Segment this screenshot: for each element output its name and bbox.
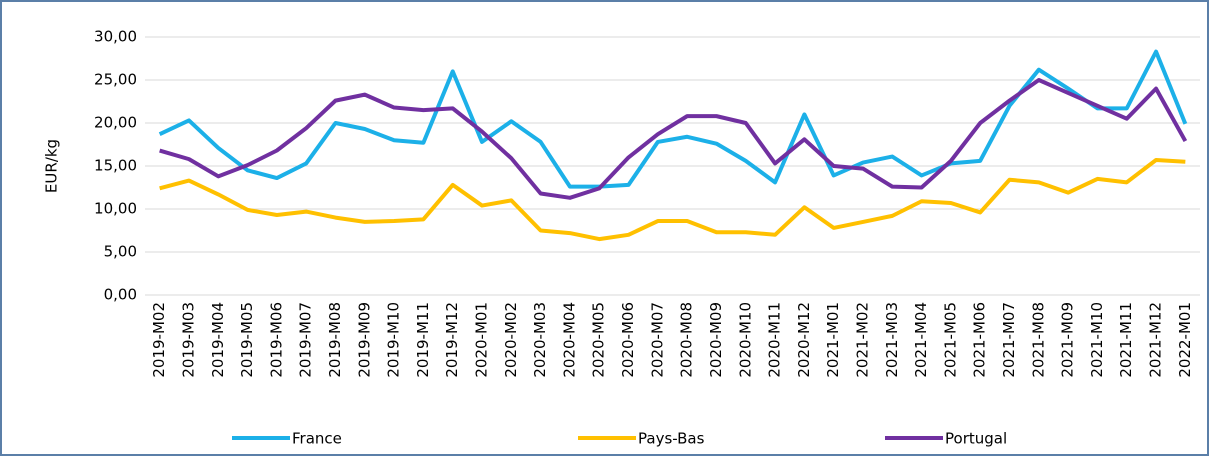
x-tick-label: 2020-M10 <box>736 302 754 378</box>
series-line <box>159 78 1188 200</box>
x-tick-label: 2019-M08 <box>326 302 344 378</box>
x-tick-label: 2021-M08 <box>1029 302 1047 378</box>
x-tick-label: 2020-M04 <box>560 302 578 378</box>
x-tick-label: 2020-M05 <box>590 302 608 378</box>
x-tick-label: 2020-M06 <box>619 302 637 378</box>
series-line <box>159 157 1186 242</box>
legend-label: Pays-Bas <box>638 430 705 448</box>
x-tick-label: 2019-M06 <box>267 302 285 378</box>
x-tick-label: 2021-M02 <box>853 302 871 378</box>
x-tick-label: 2020-M09 <box>707 302 725 378</box>
x-tick-label: 2019-M09 <box>355 302 373 378</box>
y-tick-label: 15,00 <box>94 157 137 175</box>
y-tick-label: 20,00 <box>94 114 137 132</box>
x-tick-label: 2021-M09 <box>1059 302 1077 378</box>
x-tick-label: 2019-M03 <box>179 302 197 378</box>
x-tick-label: 2021-M11 <box>1117 302 1135 378</box>
x-tick-label: 2021-M07 <box>1000 302 1018 378</box>
x-tick-label: 2021-M03 <box>883 302 901 378</box>
x-tick-label: 2021-M06 <box>971 302 989 378</box>
legend-label: France <box>292 430 342 448</box>
x-tick-label: 2022-M01 <box>1176 302 1194 378</box>
x-tick-label: 2019-M05 <box>238 302 256 378</box>
x-tick-label: 2019-M07 <box>297 302 315 378</box>
x-tick-label: 2021-M01 <box>824 302 842 378</box>
x-tick-label: 2020-M08 <box>678 302 696 378</box>
x-tick-label: 2020-M07 <box>648 302 666 378</box>
y-tick-label: 5,00 <box>104 243 137 261</box>
x-tick-label: 2019-M12 <box>443 302 461 378</box>
series-line <box>158 49 1188 189</box>
x-tick-label: 2021-M05 <box>941 302 959 378</box>
x-tick-label: 2019-M02 <box>150 302 168 378</box>
y-axis-label: EUR/kg <box>43 139 61 193</box>
x-tick-label: 2021-M04 <box>912 302 930 378</box>
x-tick-label: 2019-M10 <box>385 302 403 378</box>
x-tick-label: 2020-M12 <box>795 302 813 378</box>
y-tick-label: 10,00 <box>94 200 137 218</box>
x-tick-label: 2020-M11 <box>766 302 784 378</box>
legend-label: Portugal <box>945 430 1007 448</box>
x-tick-label: 2020-M01 <box>473 302 491 378</box>
y-tick-label: 25,00 <box>94 71 137 89</box>
x-tick-label: 2021-M10 <box>1088 302 1106 378</box>
x-tick-label: 2021-M12 <box>1147 302 1165 378</box>
x-tick-label: 2020-M02 <box>502 302 520 378</box>
x-tick-label: 2019-M11 <box>414 302 432 378</box>
y-tick-label: 0,00 <box>104 286 137 304</box>
x-tick-label: 2020-M03 <box>531 302 549 378</box>
x-tick-label: 2019-M04 <box>209 302 227 378</box>
y-tick-label: 30,00 <box>94 28 137 46</box>
